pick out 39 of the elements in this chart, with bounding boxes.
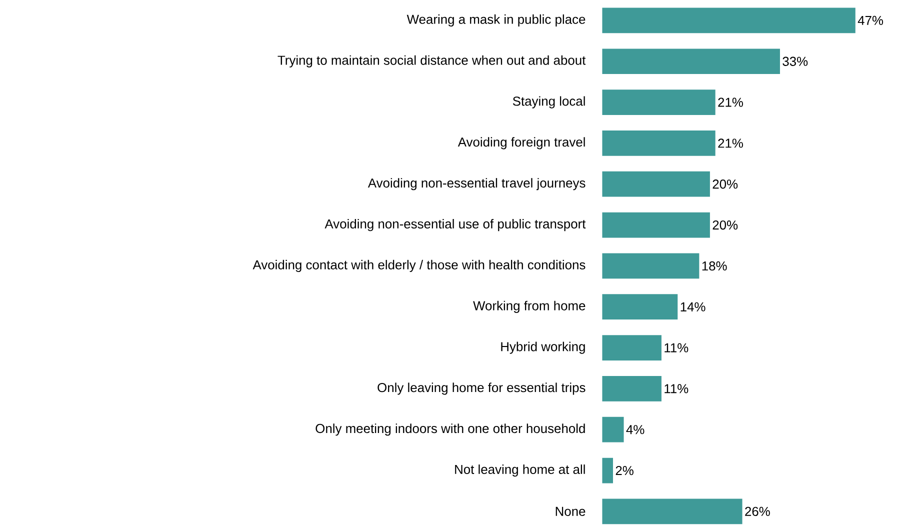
y-tick-label: Avoiding foreign travel <box>458 137 585 150</box>
data-label: 33% <box>782 56 808 66</box>
data-label: 11% <box>664 384 688 394</box>
bar <box>602 171 710 197</box>
bar <box>602 130 716 156</box>
bar <box>602 498 742 524</box>
data-label: 21% <box>718 98 743 107</box>
data-label: 20% <box>712 180 738 189</box>
y-tick-label: Only leaving home for essential trips <box>378 382 586 395</box>
data-label: 47% <box>858 16 884 26</box>
bar <box>602 294 678 320</box>
bar <box>602 376 662 402</box>
data-label: 4% <box>626 425 644 434</box>
data-label: 26% <box>745 506 770 516</box>
y-tick-label: Avoiding contact with elderly / those with health conditions <box>252 260 586 272</box>
bar <box>602 90 716 116</box>
bar <box>602 212 710 238</box>
y-tick-label: Not leaving home at all <box>455 464 585 477</box>
y-tick-label: None <box>556 506 586 516</box>
bar <box>602 335 662 361</box>
y-tick-label: Staying local <box>512 96 585 108</box>
bar <box>602 458 613 484</box>
bar <box>602 253 700 279</box>
y-tick-label: Hybrid working <box>501 342 585 354</box>
y-tick-label: Working from home <box>473 300 586 313</box>
data-label: 20% <box>712 220 738 230</box>
y-tick-label: Avoiding non-essential travel journeys <box>368 178 586 190</box>
bar <box>602 48 780 74</box>
data-label: 14% <box>680 302 706 312</box>
data-label: 21% <box>718 138 743 148</box>
y-tick-label: Wearing a mask in public place <box>406 14 586 27</box>
data-label: 18% <box>702 261 727 271</box>
data-label: 11% <box>664 343 688 352</box>
bar <box>602 8 856 34</box>
y-tick-label: Only meeting indoors with one other household <box>316 424 585 436</box>
bar <box>602 416 624 442</box>
data-label: 2% <box>616 466 634 476</box>
y-tick-label: Avoiding non-essential use of public transport <box>324 219 586 232</box>
y-tick-label: Trying to maintain social distance when out and about <box>278 55 586 68</box>
